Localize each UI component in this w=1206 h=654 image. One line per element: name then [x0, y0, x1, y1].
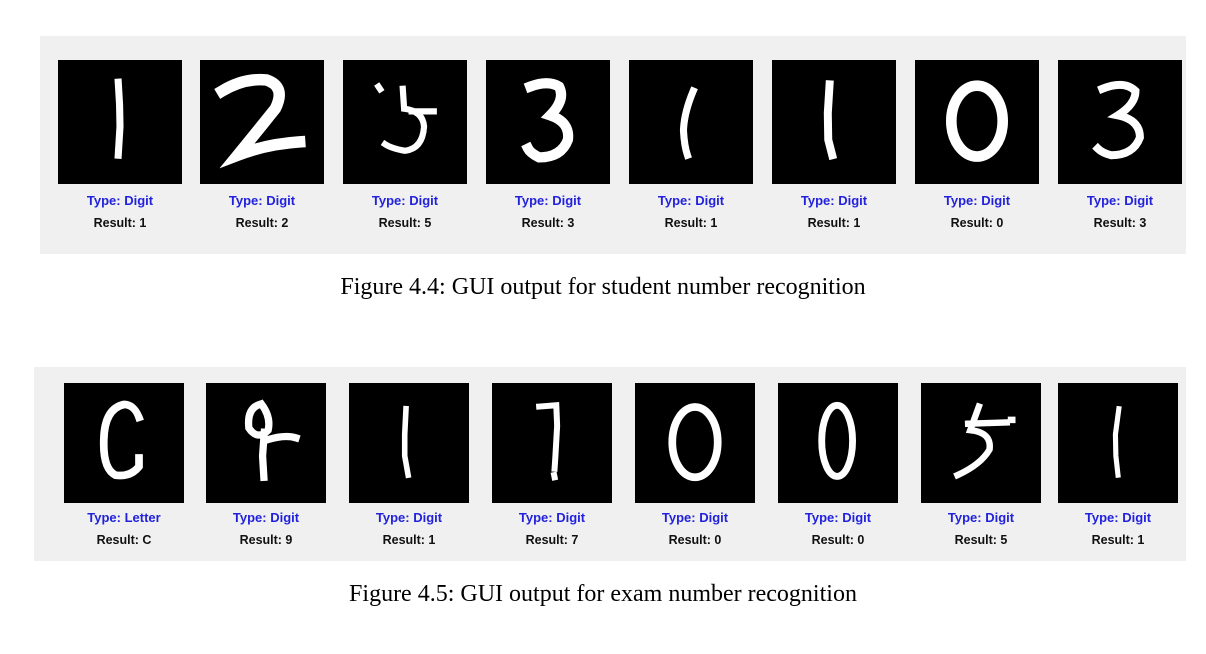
result-label: Result: 1 [807, 216, 861, 230]
recognition-cell: Type: Letter Result: C [62, 383, 186, 548]
type-label: Type: Digit [86, 193, 154, 208]
type-label: Type: Digit [661, 510, 729, 525]
result-label: Result: 0 [950, 216, 1004, 230]
digit-thumbnail-0 [635, 383, 755, 503]
type-label: Type: Digit [518, 510, 586, 525]
result-label: Result: 9 [239, 533, 293, 547]
digit-thumbnail-1 [629, 60, 753, 184]
recognition-cell: Type: Digit Result: 3 [486, 60, 610, 231]
type-label: Type: Digit [514, 193, 582, 208]
digit-thumbnail-0 [915, 60, 1039, 184]
result-label: Result: 5 [378, 216, 432, 230]
type-label: Type: Digit [657, 193, 725, 208]
recognition-cell: Type: Digit Result: 0 [633, 383, 757, 548]
recognition-cell: Type: Digit Result: 9 [204, 383, 328, 548]
digit-thumbnail-1 [58, 60, 182, 184]
digit-thumbnail-3 [1058, 60, 1182, 184]
recognition-cell: Type: Digit Result: 1 [58, 60, 182, 231]
recognition-cell: Type: Digit Result: 1 [1056, 383, 1180, 548]
recognition-cell: Type: Digit Result: 2 [200, 60, 324, 231]
recognition-cell: Type: Digit Result: 1 [347, 383, 471, 548]
digit-thumbnail-5 [921, 383, 1041, 503]
digit-thumbnail-1 [772, 60, 896, 184]
gui-output-panel-student-number: Type: Digit Result: 1 Type: Digit Result… [40, 36, 1186, 254]
recognition-cell: Type: Digit Result: 7 [490, 383, 614, 548]
result-label: Result: 0 [668, 533, 722, 547]
type-label: Type: Digit [947, 510, 1015, 525]
type-label: Type: Letter [87, 510, 161, 525]
type-label: Type: Digit [371, 193, 439, 208]
digit-thumbnail-5 [343, 60, 467, 184]
figure-caption: Figure 4.5: GUI output for exam number r… [349, 581, 857, 607]
result-label: Result: 1 [382, 533, 436, 547]
result-label: Result: 0 [811, 533, 865, 547]
result-label: Result: 1 [664, 216, 718, 230]
type-label: Type: Digit [1084, 510, 1152, 525]
figure-caption: Figure 4.4: GUI output for student numbe… [340, 274, 866, 300]
recognition-cell: Type: Digit Result: 5 [919, 383, 1043, 548]
result-label: Result: 1 [1091, 533, 1145, 547]
type-label: Type: Digit [943, 193, 1011, 208]
result-label: Result: 3 [1093, 216, 1147, 230]
type-label: Type: Digit [800, 193, 868, 208]
type-label: Type: Digit [1086, 193, 1154, 208]
recognition-cell: Type: Digit Result: 3 [1058, 60, 1182, 231]
recognition-cell: Type: Digit Result: 1 [629, 60, 753, 231]
digit-thumbnail-2 [200, 60, 324, 184]
result-label: Result: 2 [235, 216, 289, 230]
recognition-cell: Type: Digit Result: 0 [776, 383, 900, 548]
recognition-cell: Type: Digit Result: 5 [343, 60, 467, 231]
result-label: Result: 3 [521, 216, 575, 230]
recognition-cell: Type: Digit Result: 0 [915, 60, 1039, 231]
type-label: Type: Digit [232, 510, 300, 525]
digit-thumbnail-9 [206, 383, 326, 503]
type-label: Type: Digit [375, 510, 443, 525]
type-label: Type: Digit [228, 193, 296, 208]
digit-thumbnail-7 [492, 383, 612, 503]
gui-output-panel-exam-number: Type: Letter Result: C Type: Digit Resul… [34, 367, 1186, 561]
result-label: Result: 5 [954, 533, 1008, 547]
result-label: Result: 1 [93, 216, 147, 230]
digit-thumbnail-1 [349, 383, 469, 503]
result-label: Result: 7 [525, 533, 579, 547]
result-label: Result: C [96, 533, 152, 547]
digit-thumbnail-1 [1058, 383, 1178, 503]
digit-thumbnail-0 [778, 383, 898, 503]
recognition-cell: Type: Digit Result: 1 [772, 60, 896, 231]
letter-thumbnail-c [64, 383, 184, 503]
digit-thumbnail-3 [486, 60, 610, 184]
type-label: Type: Digit [804, 510, 872, 525]
